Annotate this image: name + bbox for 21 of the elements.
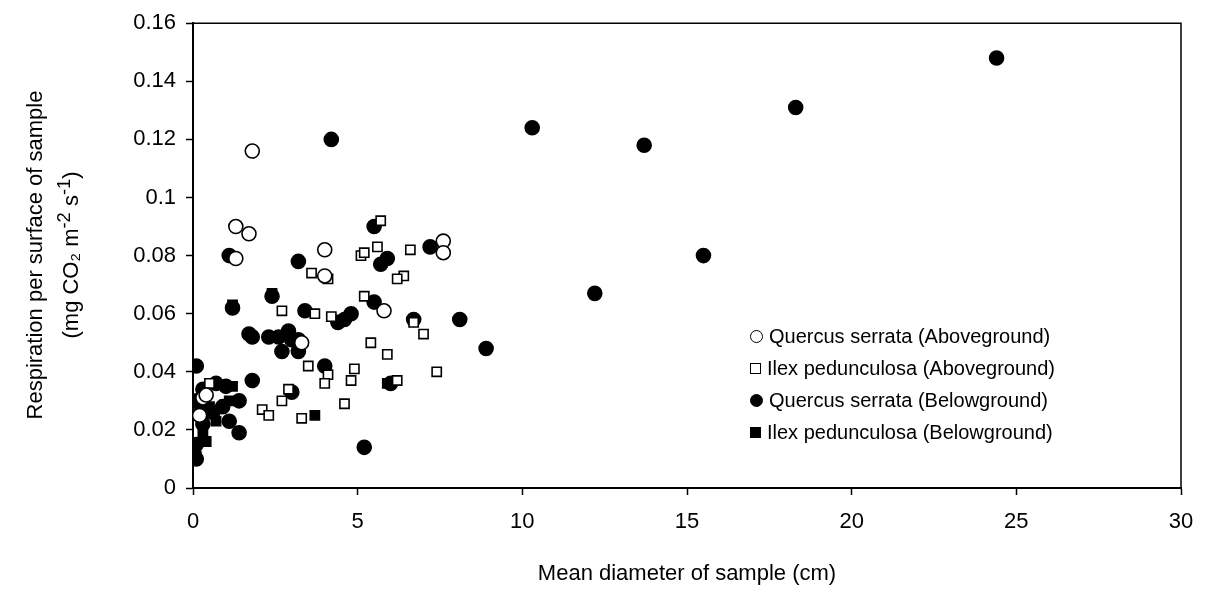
x-tick-label: 5 (351, 508, 364, 534)
y-tick-label: 0.06 (133, 299, 176, 325)
legend-label: Ilex pedunculosa (Belowground) (767, 420, 1053, 445)
y-tick-label: 0.02 (133, 415, 176, 441)
x-tick-label: 30 (1168, 508, 1194, 534)
y-tick-label: 0.1 (145, 183, 176, 209)
legend-label: Ilex pedunculosa (Aboveground) (767, 356, 1055, 381)
y-tick-label: 0.08 (133, 241, 176, 267)
y-tick-label: 0.12 (133, 125, 176, 151)
legend-label: Quercus serrata (Belowground) (769, 388, 1049, 413)
x-tick-label: 25 (1004, 508, 1029, 534)
y-tick-label: 0.04 (133, 357, 176, 383)
y-tick-label: 0.16 (133, 9, 176, 35)
x-axis-title: Mean diameter of sample (cm) (536, 560, 838, 586)
legend-label: Quercus serrata (Aboveground) (769, 324, 1051, 349)
x-tick-label: 20 (839, 508, 864, 534)
x-tick-label: 0 (186, 508, 200, 534)
y-tick-label: 0 (163, 474, 176, 500)
x-tick-label: 15 (674, 508, 700, 534)
y-tick-label: 0.14 (133, 67, 176, 93)
x-tick-label: 10 (510, 508, 535, 534)
